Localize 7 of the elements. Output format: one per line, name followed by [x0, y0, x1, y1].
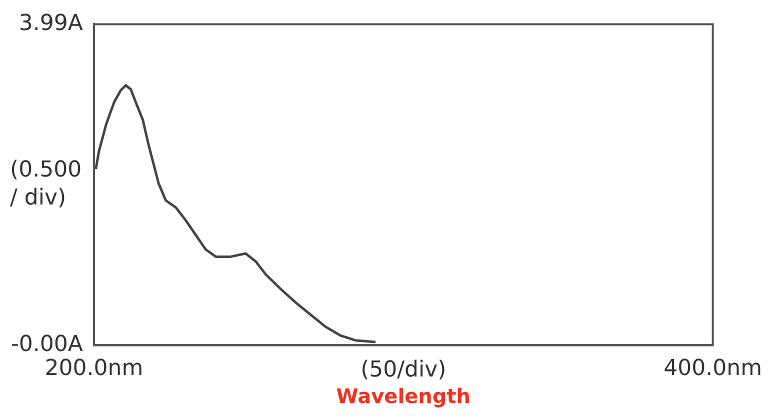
y-axis-title: (0.500 / div) — [10, 157, 82, 210]
text: Wavelength — [336, 384, 471, 408]
y-tick-label: -0.00A — [10, 332, 83, 357]
y-tick-label: 3.99A — [18, 10, 83, 36]
x-tick-label: 200.0nm — [44, 356, 144, 382]
x-tick-label: 400.0nm — [664, 356, 762, 382]
x-axis-title: (50/div) — [360, 358, 446, 383]
